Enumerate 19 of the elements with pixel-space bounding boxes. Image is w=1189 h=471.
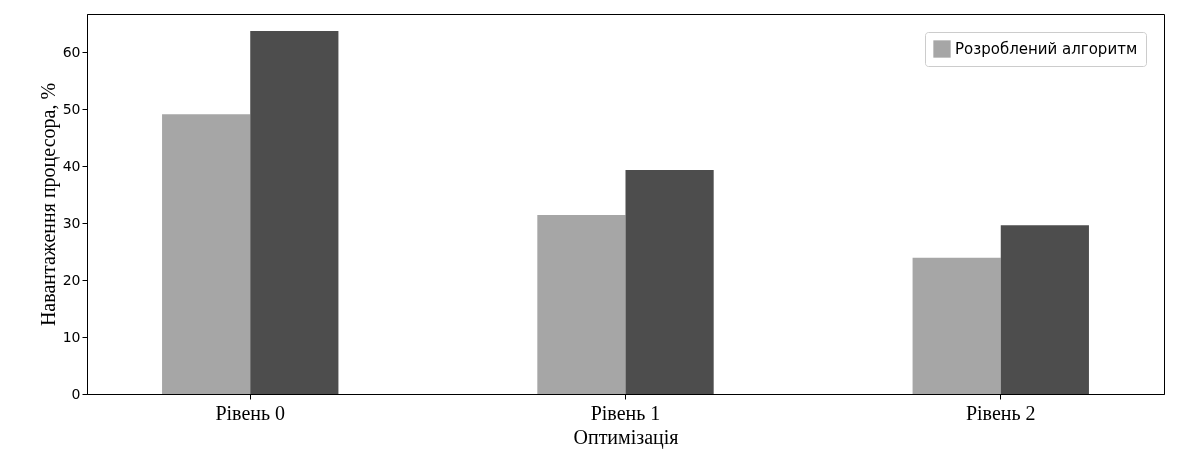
bar (537, 215, 626, 394)
y-tick-label: 50 (62, 100, 81, 117)
bar (625, 170, 714, 394)
bar (162, 114, 251, 394)
legend-label: Розроблений алгоритм (955, 40, 1138, 58)
bar (1000, 225, 1089, 394)
x-tick-label: Рівень 2 (965, 401, 1036, 424)
x-tick-label: Рівень 1 (590, 401, 661, 424)
y-tick-label: 60 (62, 43, 81, 60)
y-tick-label: 30 (62, 214, 81, 231)
y-tick-label: 0 (71, 385, 81, 402)
y-tick-label: 40 (62, 157, 81, 174)
bar (912, 257, 1001, 394)
y-tick-label: 20 (62, 271, 81, 288)
x-axis-title: Оптимізація (573, 425, 679, 449)
x-tick-label: Рівень 0 (215, 401, 286, 424)
bar (250, 31, 339, 394)
y-axis-title: Навантаження процесора, % (36, 82, 60, 327)
y-tick-label: 10 (62, 328, 81, 345)
